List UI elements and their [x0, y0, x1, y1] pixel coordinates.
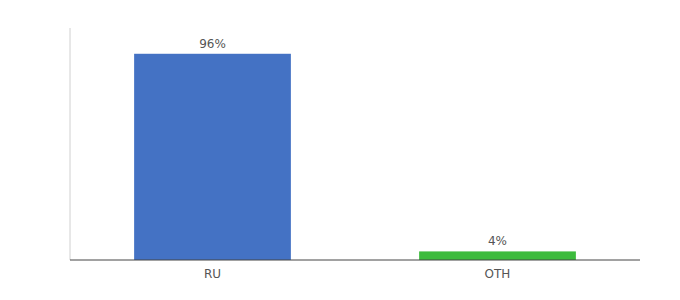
data-label: 96% [199, 37, 226, 51]
bar [419, 251, 576, 260]
y-axis-line [70, 28, 71, 260]
bars [134, 54, 576, 260]
chart-svg: 96% 4% RU OTH [0, 0, 680, 300]
x-tick-label: RU [204, 267, 221, 281]
x-axis-line [70, 260, 640, 261]
x-tick-label: OTH [485, 267, 511, 281]
data-label: 4% [488, 234, 507, 248]
bar [134, 54, 291, 260]
chart-container: 96% 4% RU OTH [0, 0, 680, 300]
